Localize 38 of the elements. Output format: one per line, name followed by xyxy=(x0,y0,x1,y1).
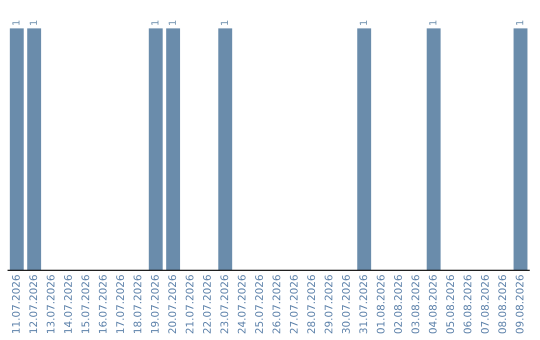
x-tick-label: 07.08.2026 xyxy=(480,275,489,334)
data-label: 1 xyxy=(429,20,436,25)
x-tick-label: 26.07.2026 xyxy=(272,275,280,334)
x-tick-label: 13.07.2026 xyxy=(46,275,55,333)
x-tick-label: 21.07.2026 xyxy=(186,275,194,334)
x-tick-label: 02.08.2026 xyxy=(394,275,402,334)
x-tick-label: 19.07.2026 xyxy=(150,275,159,333)
x-tick-label: 08.08.2026 xyxy=(498,275,506,334)
x-tick-label: 05.08.2026 xyxy=(446,275,454,334)
x-tick-label: 24.07.2026 xyxy=(238,275,246,334)
x-tick-label: 28.07.2026 xyxy=(307,275,316,334)
x-tick-label: 15.07.2026 xyxy=(81,275,90,333)
data-label: 1 xyxy=(360,20,367,25)
data-label: 1 xyxy=(151,20,158,25)
x-tick-label: 18.07.2026 xyxy=(134,275,142,333)
x-tick-label: 03.08.2026 xyxy=(411,275,420,334)
x-tick-label: 17.07.2026 xyxy=(116,275,124,333)
x-tick-label: 22.07.2026 xyxy=(203,275,211,334)
x-tick-label: 25.07.2026 xyxy=(255,275,263,334)
data-label: 1 xyxy=(516,20,524,25)
x-tick-label: 09.08.2026 xyxy=(516,275,524,334)
x-tick-label: 31.07.2026 xyxy=(359,275,368,334)
x-tick-label: 11.07.2026 xyxy=(12,275,20,333)
x-tick-label: 23.07.2026 xyxy=(220,275,228,334)
x-tick-label: 06.08.2026 xyxy=(464,275,472,334)
x-tick-label: 30.07.2026 xyxy=(342,275,350,334)
data-label: 1 xyxy=(30,20,37,25)
x-tick-label: 20.07.2026 xyxy=(168,275,176,334)
data-label: 1 xyxy=(168,20,176,25)
x-tick-label: 27.07.2026 xyxy=(290,275,298,334)
data-label: 1 xyxy=(220,20,228,25)
data-label: 1 xyxy=(12,20,20,25)
x-tick-label: 29.07.2026 xyxy=(324,275,332,334)
x-tick-label: 01.08.2026 xyxy=(376,275,385,334)
x-tick-label: 14.07.2026 xyxy=(64,275,72,333)
x-tick-label: 12.07.2026 xyxy=(29,275,38,333)
x-tick-label: 04.08.2026 xyxy=(428,275,437,334)
x-tick-label: 16.07.2026 xyxy=(98,275,107,333)
